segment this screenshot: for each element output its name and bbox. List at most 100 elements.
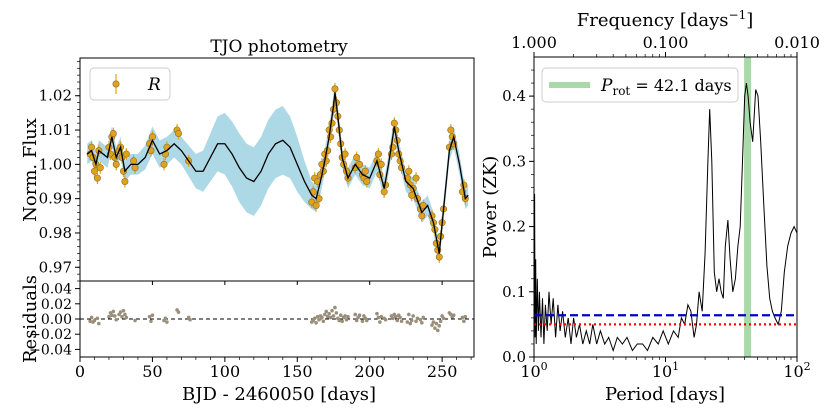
- residual-point: [409, 318, 414, 323]
- residual-point: [120, 314, 124, 319]
- flux-point: [109, 129, 117, 137]
- flux-point: [331, 85, 339, 93]
- period-xtick-label: 101: [652, 360, 679, 381]
- flux-point: [131, 164, 139, 172]
- residual-point: [393, 314, 398, 319]
- flux-ytick-label: 0.98: [39, 224, 72, 242]
- bjd-xtick-label: 50: [142, 362, 162, 381]
- photometry-title: TJO photometry: [210, 37, 348, 57]
- flux-point: [121, 178, 129, 186]
- residual-point: [433, 326, 437, 330]
- flux-point: [447, 126, 455, 134]
- residual-point: [337, 318, 342, 323]
- flux-point: [312, 202, 320, 210]
- residual-point: [95, 316, 100, 321]
- flux-ytick-label: 1.01: [39, 121, 72, 139]
- residual-point: [331, 314, 336, 318]
- residual-point: [147, 314, 152, 319]
- flux-point: [419, 202, 427, 210]
- flux-point: [412, 174, 420, 182]
- frequency-xlabel-text: Frequency [days: [577, 10, 729, 31]
- residual-point: [421, 315, 426, 320]
- flux-point: [130, 157, 138, 165]
- residual-point: [176, 310, 181, 314]
- period-xtick-exponent: 1: [672, 360, 679, 373]
- residual-point: [124, 315, 129, 320]
- frequency-xlabel-exponent: −1: [729, 8, 747, 22]
- flux-point: [361, 167, 369, 175]
- residual-point: [163, 316, 168, 321]
- period-xtick-base: 10: [652, 362, 672, 381]
- residual-point: [360, 319, 365, 324]
- flux-legend-marker: [112, 80, 120, 88]
- residual-point: [89, 315, 94, 320]
- residual-point: [133, 318, 137, 323]
- residual-point: [114, 317, 119, 322]
- residuals-ylabel: Residuals: [20, 275, 41, 363]
- flux-point: [374, 150, 382, 158]
- residual-point: [399, 319, 404, 324]
- residual-point: [411, 314, 415, 318]
- residual-point: [328, 315, 333, 320]
- residual-point: [123, 312, 127, 317]
- residual-point: [107, 314, 111, 319]
- frequency-xlabel-close: ]: [746, 10, 753, 31]
- flux-point: [435, 253, 443, 261]
- residual-point: [111, 309, 116, 314]
- residual-point: [320, 315, 324, 320]
- frequency-xtick-label: 1.000: [511, 33, 557, 52]
- residual-point: [334, 311, 339, 315]
- period-xtick-exponent: 2: [804, 360, 811, 373]
- periodogram-legend-label: Prot = 42.1 days: [600, 76, 732, 98]
- residual-point: [150, 313, 155, 318]
- bjd-xtick-label: 200: [354, 362, 385, 381]
- residual-point: [353, 312, 358, 317]
- bjd-xtick-label: 250: [427, 362, 458, 381]
- flux-point: [90, 167, 98, 175]
- residual-point: [430, 323, 434, 327]
- residual-point: [462, 319, 466, 324]
- flux-ytick-label: 1.02: [39, 87, 72, 105]
- residuals-ytick-label: 0.04: [41, 282, 72, 298]
- residual-point: [438, 319, 443, 324]
- frequency-xtick-label: 0.010: [774, 33, 820, 52]
- residual-point: [434, 321, 439, 326]
- residual-point: [408, 321, 413, 326]
- power-ytick-label: 0.4: [502, 87, 526, 105]
- power-ylabel: Power (ZK): [480, 156, 501, 259]
- residual-point: [188, 317, 192, 322]
- flux-point: [93, 174, 101, 182]
- residual-point: [112, 314, 117, 318]
- gp-model-line: [86, 92, 469, 254]
- periodogram-line: [533, 83, 798, 353]
- residual-point: [321, 319, 326, 324]
- residual-point: [92, 318, 97, 323]
- flux-point: [418, 212, 426, 220]
- flux-point: [390, 119, 398, 127]
- residual-point: [330, 308, 334, 313]
- flux-point: [408, 191, 416, 199]
- residual-point: [405, 320, 410, 324]
- period-xtick-base: 10: [520, 362, 540, 381]
- residual-point: [391, 316, 395, 321]
- flux-ytick-label: 1.00: [39, 155, 72, 173]
- prot-marker-band: [744, 57, 752, 357]
- period-xlabel: Period [days]: [605, 384, 725, 405]
- flux-point: [112, 160, 120, 168]
- residual-point: [463, 314, 468, 319]
- prot-symbol: P: [600, 76, 613, 96]
- residual-point: [317, 317, 321, 322]
- residual-point: [415, 316, 420, 321]
- flux-point: [175, 129, 183, 137]
- residual-point: [376, 315, 381, 320]
- bjd-xtick-label: 150: [282, 362, 313, 381]
- bjd-xlabel: BJD - 2460050 [days]: [182, 384, 376, 405]
- residual-point: [165, 320, 169, 324]
- residual-point: [414, 319, 418, 324]
- bjd-xtick-label: 0: [75, 362, 85, 381]
- flux-point: [353, 153, 361, 161]
- prot-value: = 42.1 days: [630, 76, 731, 95]
- residual-point: [88, 319, 92, 324]
- residual-point: [338, 313, 343, 318]
